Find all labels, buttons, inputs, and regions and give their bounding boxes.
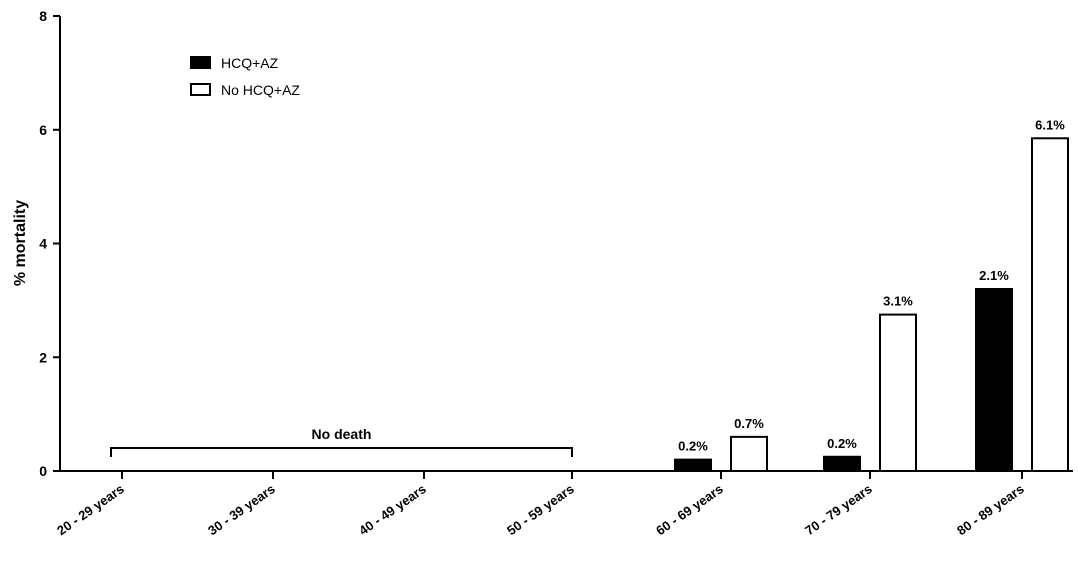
data-label: 3.1% [883,294,913,309]
y-axis-title: % mortality [12,200,29,286]
legend-label: No HCQ+AZ [221,82,300,98]
x-tick-label: 70 - 79 years [802,481,875,538]
annotation-bracket [110,447,573,457]
data-label: 6.1% [1035,117,1065,132]
legend-label: HCQ+AZ [221,55,279,71]
y-tick-label: 2 [39,349,47,365]
x-axis: 20 - 29 years 30 - 39 years 40 - 49 years 5… [54,470,1073,538]
annotation-label: No death [312,426,372,442]
y-tick-label: 4 [39,236,47,252]
data-labels: 0.2% 0.2% 2.1% 0.7% 3.1% 6.1% [678,117,1065,453]
legend: HCQ+AZ No HCQ+AZ [190,55,300,98]
x-tick-label: 30 - 39 years [205,481,278,538]
x-tick-label: 20 - 29 years [54,481,127,538]
bar-no-hcq-az [1031,137,1069,472]
bar-hcq-az [823,455,861,472]
x-tick-label: 50 - 59 years [504,481,577,538]
x-tick-label: 40 - 49 years [356,481,429,538]
y-axis: 0 2 4 6 8 [39,8,61,479]
x-tick-label: 60 - 69 years [653,481,726,538]
no-death-annotation: No death [110,426,573,457]
legend-swatch-hcq-az [190,56,211,69]
data-label: 2.1% [979,268,1009,283]
y-tick-label: 0 [39,463,47,479]
bar-no-hcq-az [730,435,768,472]
data-label: 0.2% [827,436,857,451]
bars [674,137,1069,472]
x-tick-label: 80 - 89 years [954,481,1027,538]
y-tick-label: 6 [39,122,47,138]
bar-hcq-az [975,288,1013,472]
bar-hcq-az [674,458,712,472]
data-label: 0.7% [734,416,764,431]
y-tick-label: 8 [39,8,47,24]
data-label: 0.2% [678,439,708,454]
bar-no-hcq-az [879,313,917,472]
legend-swatch-no-hcq-az [190,83,211,96]
